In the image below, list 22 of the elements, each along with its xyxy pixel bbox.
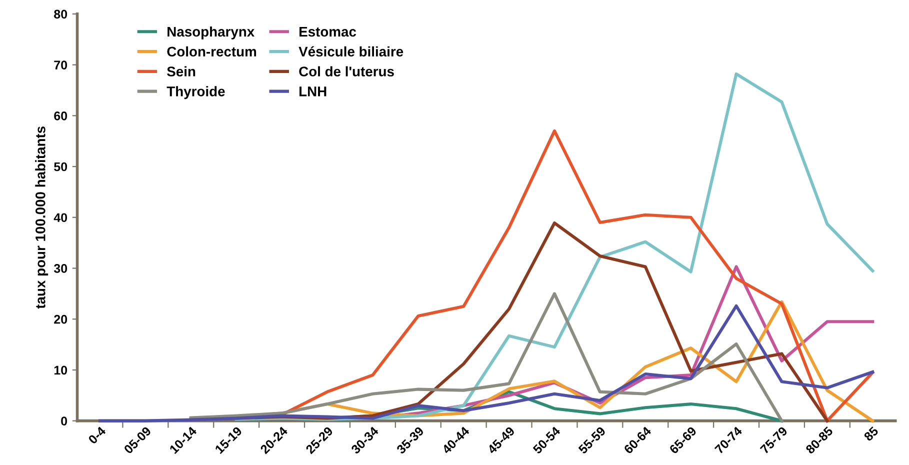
legend-label: Estomac bbox=[300, 26, 356, 37]
x-tick-label: 0-4 bbox=[88, 426, 106, 444]
y-tick-label: 70 bbox=[54, 60, 68, 70]
y-tick-label: 80 bbox=[54, 10, 68, 19]
legend-label: Col de l'uterus bbox=[299, 66, 394, 76]
legend-label: Thyroide bbox=[166, 86, 225, 100]
line-series bbox=[98, 304, 874, 422]
y-tick-label: 30 bbox=[54, 264, 68, 273]
y-tick-label: 60 bbox=[54, 111, 68, 120]
y-tick-label: 0 bbox=[61, 416, 68, 426]
y-tick-label: 20 bbox=[54, 314, 68, 324]
y-tick-label: 50 bbox=[54, 162, 68, 172]
y-tick-label: 40 bbox=[54, 213, 68, 222]
y-axis-title: taux pour 100.000 habitants bbox=[35, 126, 48, 309]
legend-label: Nasopharynx bbox=[168, 26, 255, 40]
y-tick-label: 10 bbox=[54, 366, 68, 375]
legend-label: LNH bbox=[300, 86, 326, 96]
legend-label: Sein bbox=[167, 66, 196, 76]
legend-label: Vésicule biliaire bbox=[298, 46, 404, 57]
legend-label: Colon-rectum bbox=[167, 46, 256, 57]
line-series bbox=[189, 292, 784, 422]
x-tick-label: 85 bbox=[863, 426, 879, 442]
